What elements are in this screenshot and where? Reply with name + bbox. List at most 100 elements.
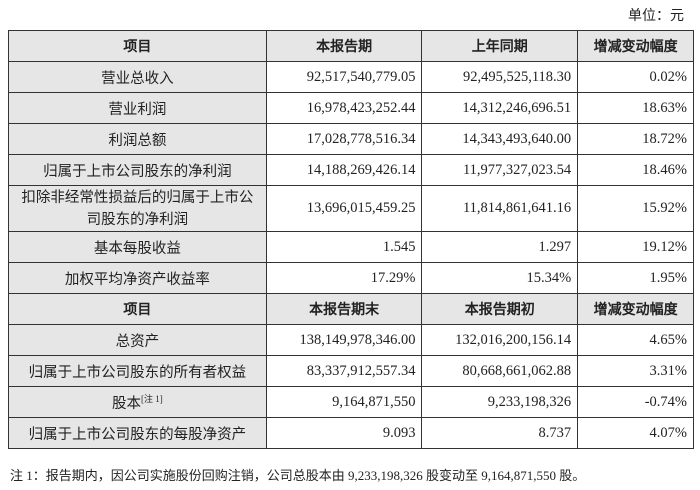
cell-text: 18.46%: [642, 161, 687, 178]
cell-text: 92,517,540,779.05: [306, 68, 416, 85]
cell-text: 14,188,269,426.14: [306, 161, 416, 178]
financial-summary-table: 项目 本报告期 上年同期 增减变动幅度营业总收入 92,517,540,779.05 92…: [8, 30, 694, 449]
column-header: 本报告期初: [421, 293, 579, 325]
cell-text: 总资产: [115, 333, 160, 350]
cell-text: 股本: [111, 395, 141, 412]
table-row: 归属于上市公司股东的所有者权益 83,337,912,557.34 80,668,6…: [8, 355, 694, 387]
row-label: 利润总额: [8, 123, 267, 155]
cell-value: 18.46%: [577, 154, 694, 186]
cell-value: 18.72%: [577, 123, 694, 155]
table-row: 归属于上市公司股东的净利润 14,188,269,426.14 11,977,327…: [8, 154, 694, 186]
cell-text: 138,149,978,346.00: [299, 331, 416, 348]
row-label: 营业总收入: [8, 61, 267, 93]
row-label: 归属于上市公司股东的净利润: [8, 154, 267, 186]
unit-label: 单位：元: [628, 9, 684, 24]
cell-text: 13,696,015,459.25: [306, 200, 416, 216]
cell-text: 4.07%: [649, 424, 687, 441]
cell-value: 13,696,015,459.25: [265, 185, 423, 232]
cell-text: 15.34%: [526, 269, 572, 286]
cell-value: 92,495,525,118.30: [421, 61, 579, 93]
column-header: 本报告期: [265, 30, 423, 62]
cell-value: 11,814,861,641.16: [421, 185, 579, 232]
row-label: 总资产: [8, 324, 267, 356]
cell-text: 17.29%: [370, 269, 416, 286]
cell-text: 利润总额: [108, 132, 167, 149]
cell-text: 80,668,661,062.88: [462, 362, 572, 379]
cell-text: 9,233,198,326: [487, 393, 572, 410]
cell-text: 营业总收入: [101, 70, 174, 87]
row-label: 扣除非经常性损益后的归属于上市公司股东的净利润: [8, 185, 267, 232]
cell-text: 1.95%: [649, 269, 687, 286]
table-row: 总资产 138,149,978,346.00 132,016,200,156.14 4…: [8, 324, 694, 356]
cell-value: 9,164,871,550: [265, 386, 423, 418]
row-label: 归属于上市公司股东的所有者权益: [8, 355, 267, 387]
cell-text: 15.92%: [642, 200, 687, 216]
cell-text: 1.545: [382, 238, 416, 255]
table-row: 加权平均净资产收益率 17.29% 15.34% 1.95%: [8, 262, 694, 294]
note-reference: [注 1]: [140, 393, 163, 404]
cell-text: 18.72%: [642, 130, 687, 147]
cell-value: 80,668,661,062.88: [421, 355, 579, 387]
cell-text: 归属于上市公司股东的净利润: [43, 163, 232, 180]
cell-value: 17,028,778,516.34: [265, 123, 423, 155]
cell-value: -0.74%: [577, 386, 694, 418]
table-row: 利润总额 17,028,778,516.34 14,343,493,640.00 18…: [8, 123, 694, 155]
cell-text: 归属于上市公司股东的每股净资产: [28, 426, 247, 443]
cell-value: 4.65%: [577, 324, 694, 356]
cell-text: 1.297: [538, 238, 572, 255]
cell-value: 18.63%: [577, 92, 694, 124]
table-row: 归属于上市公司股东的每股净资产 9.093 8.737 4.07%: [8, 417, 694, 449]
cell-value: 132,016,200,156.14: [421, 324, 579, 356]
cell-text: 14,312,246,696.51: [462, 99, 572, 116]
table-row: 股本[注 1] 9,164,871,550 9,233,198,326 -0.74%: [8, 386, 694, 418]
cell-value: 1.545: [265, 231, 423, 263]
table-row: 营业总收入 92,517,540,779.05 92,495,525,118.30 0…: [8, 61, 694, 93]
cell-value: 1.297: [421, 231, 579, 263]
cell-value: 14,312,246,696.51: [421, 92, 579, 124]
cell-text: -0.74%: [644, 393, 687, 410]
table-header-row: 项目 本报告期 上年同期 增减变动幅度: [8, 30, 694, 62]
cell-text: 3.31%: [649, 362, 687, 379]
cell-text: 9.093: [382, 424, 416, 441]
cell-value: 8.737: [421, 417, 579, 449]
cell-text: 14,343,493,640.00: [462, 130, 572, 147]
cell-text: 16,978,423,252.44: [306, 99, 416, 116]
cell-text: 4.65%: [649, 331, 687, 348]
cell-text: 11,814,861,641.16: [462, 200, 572, 216]
cell-value: 0.02%: [577, 61, 694, 93]
table-row: 营业利润 16,978,423,252.44 14,312,246,696.51 18…: [8, 92, 694, 124]
row-label: 营业利润: [8, 92, 267, 124]
row-label: 归属于上市公司股东的每股净资产: [8, 417, 267, 449]
cell-text: 基本每股收益: [93, 240, 181, 257]
cell-text: 9,164,871,550: [332, 393, 416, 410]
column-header: 本报告期末: [265, 293, 423, 325]
cell-text: 扣除非经常性损益后的归属于上市公司股东的净利润: [21, 189, 254, 228]
cell-text: 0.02%: [649, 68, 687, 85]
cell-value: 15.34%: [421, 262, 579, 294]
row-label: 加权平均净资产收益率: [8, 262, 267, 294]
cell-text: 18.63%: [642, 99, 687, 116]
cell-value: 138,149,978,346.00: [265, 324, 423, 356]
column-header: 项目: [8, 30, 267, 62]
cell-value: 9.093: [265, 417, 423, 449]
cell-text: 132,016,200,156.14: [455, 331, 572, 348]
cell-value: 14,343,493,640.00: [421, 123, 579, 155]
cell-value: 9,233,198,326: [421, 386, 579, 418]
cell-value: 3.31%: [577, 355, 694, 387]
cell-value: 83,337,912,557.34: [265, 355, 423, 387]
cell-text: 19.12%: [642, 238, 687, 255]
cell-value: 11,977,327,023.54: [421, 154, 579, 186]
cell-text: 17,028,778,516.34: [306, 130, 416, 147]
cell-value: 17.29%: [265, 262, 423, 294]
cell-text: 11,977,327,023.54: [462, 161, 572, 178]
row-label: 股本[注 1]: [8, 386, 267, 418]
row-label: 基本每股收益: [8, 231, 267, 263]
cell-value: 15.92%: [577, 185, 694, 232]
footnote: 注 1：报告期内，因公司实施股份回购注销，公司总股本由 9,233,198,32…: [10, 468, 586, 483]
table-header-row: 项目 本报告期末 本报告期初 增减变动幅度: [8, 293, 694, 325]
column-header: 增减变动幅度: [577, 293, 694, 325]
cell-text: 83,337,912,557.34: [306, 362, 416, 379]
table-row: 扣除非经常性损益后的归属于上市公司股东的净利润 13,696,015,459.25…: [8, 185, 694, 232]
cell-value: 14,188,269,426.14: [265, 154, 423, 186]
cell-text: 营业利润: [108, 101, 167, 118]
